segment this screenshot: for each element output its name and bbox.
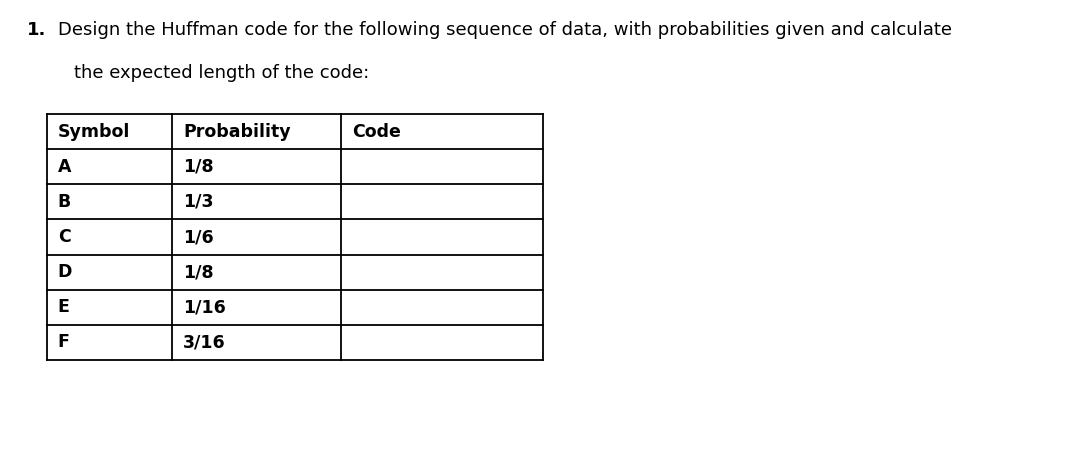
Text: 1/8: 1/8: [183, 263, 214, 281]
Text: C: C: [58, 228, 71, 246]
Text: 1/3: 1/3: [183, 193, 214, 211]
Text: A: A: [58, 158, 71, 176]
Text: D: D: [58, 263, 72, 281]
Text: 1/8: 1/8: [183, 158, 214, 176]
Text: F: F: [58, 333, 70, 352]
Text: 1/16: 1/16: [183, 298, 226, 316]
Text: Probability: Probability: [183, 123, 291, 141]
Text: 1/6: 1/6: [183, 228, 214, 246]
Text: 1.: 1.: [27, 21, 47, 39]
Text: 3/16: 3/16: [183, 333, 226, 352]
Text: the expected length of the code:: the expected length of the code:: [74, 64, 370, 82]
Text: B: B: [58, 193, 71, 211]
Text: Code: Code: [352, 123, 401, 141]
Text: Symbol: Symbol: [58, 123, 130, 141]
Text: E: E: [58, 298, 70, 316]
Text: Design the Huffman code for the following sequence of data, with probabilities g: Design the Huffman code for the followin…: [58, 21, 952, 39]
